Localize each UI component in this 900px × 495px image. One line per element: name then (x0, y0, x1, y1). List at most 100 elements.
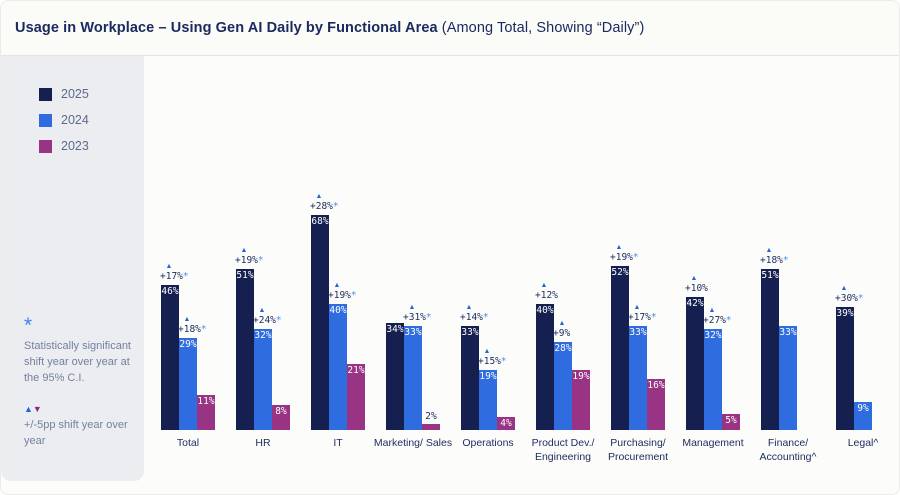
bar-2025-finance-accounting: 51% ▲ +18%* (760, 247, 789, 430)
bar-value: 34% (386, 323, 404, 335)
bars-finance-accounting: 51% ▲ +18%* 33% (760, 247, 815, 430)
shift-value: +18%* (760, 254, 789, 266)
bar-value: 51% (236, 269, 254, 281)
legend-sidebar: 2025 2024 2023 * Statistically significant… (1, 56, 144, 481)
bars-operations: 33% ▲ +14%* 19% ▲ +15%* 4% (460, 304, 515, 430)
shift-value: +14%* (460, 311, 489, 323)
significance-star-icon: * (350, 289, 357, 301)
shift-annotation: ▲ +18%* (760, 247, 812, 266)
shift-annotation: ▲ +17%* (628, 304, 680, 323)
bar-2023-marketing-sales: 2% (422, 411, 440, 430)
significance-star-icon: * (650, 311, 657, 323)
shift-annotation: ▲ +24%* (253, 307, 305, 326)
bar-2023-management: 5% (722, 414, 740, 430)
shift-annotation: ▲ +15%* (478, 348, 530, 367)
up-triangle-icon: ▲ (333, 281, 341, 289)
significance-star-icon: * (332, 201, 339, 213)
bar-value: 29% (179, 339, 197, 351)
bar-group-total: 46% ▲ +17%* 29% ▲ +18%* 11% Total (160, 263, 215, 449)
up-triangle-icon: ▲ (615, 243, 623, 251)
bar-value: 32% (254, 329, 272, 341)
shift-annotation: ▲ +30%* (835, 285, 887, 304)
shift-value: +19%* (235, 254, 264, 266)
bar-value: 2% (425, 410, 437, 422)
bar-2024-it: 40% ▲ +19%* (328, 282, 357, 430)
bar-value: 52% (611, 266, 629, 278)
bar-group-legal: 39% ▲ +30%* 9% Legal^ (835, 285, 890, 449)
significance-star-icon: * (782, 254, 789, 266)
bar-group-finance-accounting: 51% ▲ +18%* 33% Finance/ Accounting^ (760, 247, 817, 463)
up-triangle-icon: ▲ (840, 284, 848, 292)
significance-star-icon: * (857, 292, 864, 304)
legend-swatch-icon (39, 139, 52, 153)
up-triangle-icon: ▲ (165, 262, 173, 270)
shift-annotation: ▲ +10% (685, 275, 737, 294)
significance-star-icon: * (275, 314, 282, 326)
bar-2025-product-dev-engineering: 40% ▲ +12% (535, 282, 558, 430)
bar-group-hr: 51% ▲ +19%* 32% ▲ +24%* 8% HR (235, 247, 290, 449)
title-bar: Usage in Workplace – Using Gen AI Daily … (1, 1, 899, 56)
bar-2025-operations: 33% ▲ +14%* (460, 304, 489, 430)
bar-value: 33% (629, 326, 647, 338)
category-label-management: Management (682, 437, 744, 449)
bar-2024-finance-accounting: 33% (779, 325, 797, 430)
up-triangle-icon: ▲ (633, 303, 641, 311)
chart-title-qualifier: (Among Total, Showing “Daily”) (437, 20, 645, 36)
shift-annotation: ▲ +17%* (160, 263, 212, 282)
shift-annotation: ▲ +12% (535, 282, 587, 301)
shift-note-text: +/-5pp shift year over year (24, 418, 128, 447)
shift-value: +12% (535, 289, 558, 301)
bar-2024-legal: 9% (854, 401, 872, 430)
significance-star-icon: * (24, 314, 33, 337)
shift-annotation: ▲ +27%* (703, 307, 755, 326)
chart-title: Usage in Workplace – Using Gen AI Daily … (15, 20, 644, 36)
shift-annotation: ▲ +19%* (235, 247, 287, 266)
shift-value: +10% (685, 283, 708, 295)
significance-note-text: Statistically significant shift year ove… (24, 340, 131, 384)
shift-value: +15%* (478, 356, 507, 367)
bar-value: 9% (857, 402, 869, 414)
shift-value: +19%* (610, 251, 639, 263)
bars-it: 68% ▲ +28%* 40% ▲ +19%* 21% (310, 193, 365, 430)
significance-star-icon: * (257, 254, 264, 266)
legend-label: 2023 (61, 139, 89, 153)
bars-legal: 39% ▲ +30%* 9% (835, 285, 890, 430)
bar-group-management: 42% ▲ +10% 32% ▲ +27%* 5% Management (682, 275, 743, 449)
legend-swatch-icon (39, 113, 52, 127)
shift-value: +27%* (703, 314, 732, 326)
bar-value: 19% (572, 371, 590, 382)
legend-item-2025: 2025 (39, 87, 144, 101)
legend-item-2023: 2023 (39, 139, 144, 153)
shift-value: +17%* (160, 270, 189, 282)
bar-2025-total: 46% ▲ +17%* (160, 263, 189, 430)
bar-2023-total: 11% (197, 395, 215, 430)
category-label-it: IT (333, 437, 343, 449)
bars-total: 46% ▲ +17%* 29% ▲ +18%* 11% (160, 263, 215, 430)
bar-value: 33% (404, 326, 422, 338)
shift-value: +30%* (835, 292, 864, 304)
bar-value: 8% (275, 405, 287, 417)
bar-value: 28% (554, 342, 572, 354)
shift-annotation: ▲ +19%* (328, 282, 380, 301)
up-triangle-icon: ▲ (240, 246, 248, 254)
bar-value: 16% (647, 380, 665, 392)
bar-value: 51% (761, 269, 779, 281)
bars-product-dev-engineering: 40% ▲ +12% 28% ▲ +9% 19% (535, 282, 590, 430)
chart-plot-area: 46% ▲ +17%* 29% ▲ +18%* 11% Total 51% ▲ +19%* 32% ▲ +… (144, 56, 899, 463)
up-triangle-icon: ▲ (765, 246, 773, 254)
shift-value: +24%* (253, 314, 282, 326)
bar-value: 42% (686, 298, 704, 310)
up-triangle-icon: ▲ (558, 319, 566, 327)
bars-hr: 51% ▲ +19%* 32% ▲ +24%* 8% (235, 247, 290, 430)
bar-2025-purchasing-procurement: 52% ▲ +19%* (610, 244, 639, 430)
bar-2024-product-dev-engineering: 28% ▲ +9% (553, 320, 572, 430)
bar-value: 5% (725, 415, 737, 427)
bars-marketing-sales: 34% 33% ▲ +31%* 2% (386, 304, 440, 430)
shift-value: +28%* (310, 201, 339, 213)
bar-2025-management: 42% ▲ +10% (685, 275, 708, 430)
bar-value: 32% (704, 329, 722, 341)
bars-purchasing-procurement: 52% ▲ +19%* 33% ▲ +17%* 16% (610, 244, 665, 430)
bar-value: 40% (536, 304, 554, 316)
significance-star-icon: * (632, 251, 639, 263)
bar-2024-hr: 32% ▲ +24%* (253, 307, 282, 430)
